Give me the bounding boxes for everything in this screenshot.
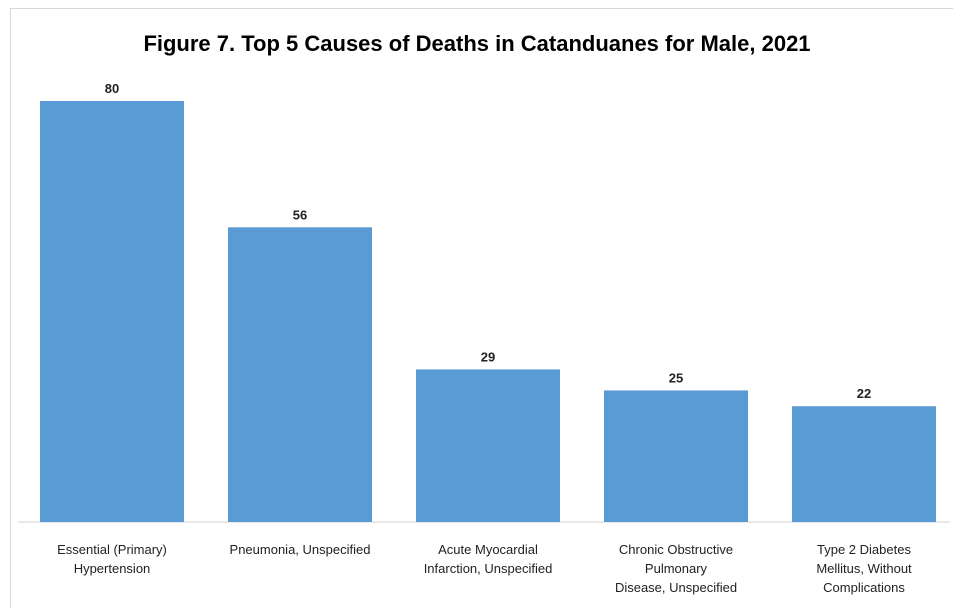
bar-5 bbox=[792, 406, 936, 522]
data-label-3: 29 bbox=[481, 349, 495, 364]
category-label-1-line-1: Essential (Primary) bbox=[57, 542, 167, 557]
category-label-1-line-2: Hypertension bbox=[74, 561, 151, 576]
chart-title: Figure 7. Top 5 Causes of Deaths in Cata… bbox=[143, 31, 811, 56]
data-label-2: 56 bbox=[293, 207, 307, 222]
category-label-5-line-2: Mellitus, Without bbox=[816, 561, 912, 576]
category-label-3-line-1: Acute Myocardial bbox=[438, 542, 538, 557]
category-label-5-line-3: Complications bbox=[823, 580, 905, 595]
chart-frame bbox=[10, 8, 953, 608]
data-label-1: 80 bbox=[105, 81, 119, 96]
category-label-4-line-3: Disease, Unspecified bbox=[615, 580, 737, 595]
bar-3 bbox=[416, 369, 560, 522]
data-label-5: 22 bbox=[857, 386, 871, 401]
category-label-2-line-1: Pneumonia, Unspecified bbox=[230, 542, 371, 557]
category-label-3-line-2: Infarction, Unspecified bbox=[424, 561, 553, 576]
bar-4 bbox=[604, 390, 748, 522]
category-label-4-line-2: Pulmonary bbox=[645, 561, 708, 576]
data-label-4: 25 bbox=[669, 370, 683, 385]
category-label-5-line-1: Type 2 Diabetes bbox=[817, 542, 911, 557]
bar-1 bbox=[40, 101, 184, 522]
bar-2 bbox=[228, 227, 372, 523]
category-label-4-line-1: Chronic Obstructive bbox=[619, 542, 733, 557]
